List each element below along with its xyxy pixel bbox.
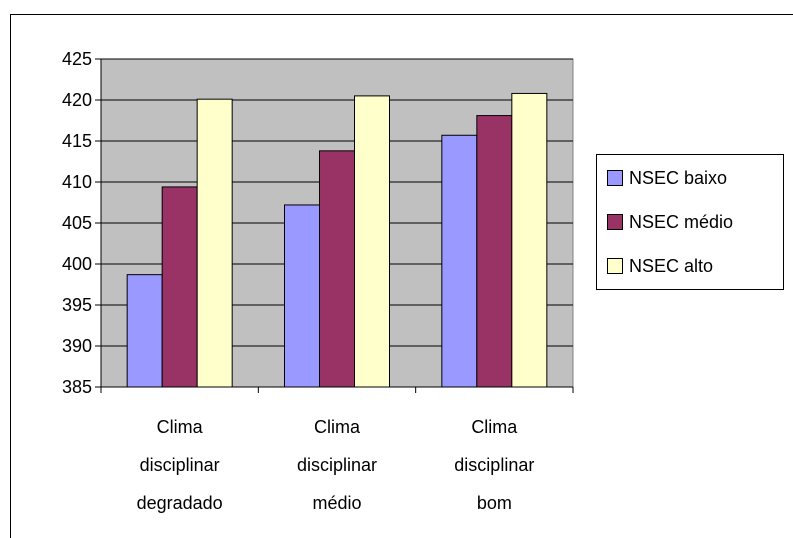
x-category-label: degradado (137, 493, 223, 513)
legend-label-nsec-alto: NSEC alto (629, 255, 714, 276)
bar-nsec-médio-1 (161, 186, 198, 388)
y-tick-label: 420 (62, 90, 92, 110)
legend-swatch-nsec-baixo (607, 170, 623, 186)
x-category-label: Clima (157, 417, 204, 437)
y-tick-label: 425 (62, 49, 92, 69)
x-category-label: Clima (314, 417, 361, 437)
x-category-label: médio (312, 493, 361, 513)
legend-item-nsec-alto: NSEC alto (607, 255, 713, 277)
bar-nsec-médio-3 (476, 115, 513, 388)
x-category-label: Clima (471, 417, 518, 437)
bar-nsec-alto-1 (196, 98, 233, 388)
legend-label-nsec-medio: NSEC médio (629, 211, 734, 232)
x-category-label: bom (477, 493, 512, 513)
legend-swatch-nsec-alto (607, 258, 623, 274)
legend-item-nsec-medio: NSEC médio (607, 211, 733, 233)
y-tick-label: 415 (62, 131, 92, 151)
y-tick-label: 400 (62, 254, 92, 274)
bar-nsec-baixo-3 (441, 134, 478, 388)
bar-nsec-alto-2 (354, 95, 390, 388)
bar-nsec-médio-2 (319, 150, 355, 388)
legend-swatch-nsec-medio (607, 214, 623, 230)
bar-nsec-baixo-2 (284, 204, 320, 388)
y-tick-label: 405 (62, 213, 92, 233)
legend-label-nsec-baixo: NSEC baixo (629, 167, 728, 188)
y-tick-label: 410 (62, 172, 92, 192)
y-tick-label: 385 (62, 377, 92, 397)
chart-frame (10, 14, 793, 538)
bar-nsec-baixo-1 (126, 274, 163, 388)
y-tick-label: 390 (62, 336, 92, 356)
x-category-label: disciplinar (454, 455, 534, 475)
legend: NSEC baixo NSEC médio NSEC alto (596, 154, 784, 290)
y-tick-label: 395 (62, 295, 92, 315)
legend-item-nsec-baixo: NSEC baixo (607, 167, 727, 189)
bar-nsec-alto-3 (511, 92, 548, 388)
x-category-label: disciplinar (140, 455, 220, 475)
x-category-label: disciplinar (297, 455, 377, 475)
